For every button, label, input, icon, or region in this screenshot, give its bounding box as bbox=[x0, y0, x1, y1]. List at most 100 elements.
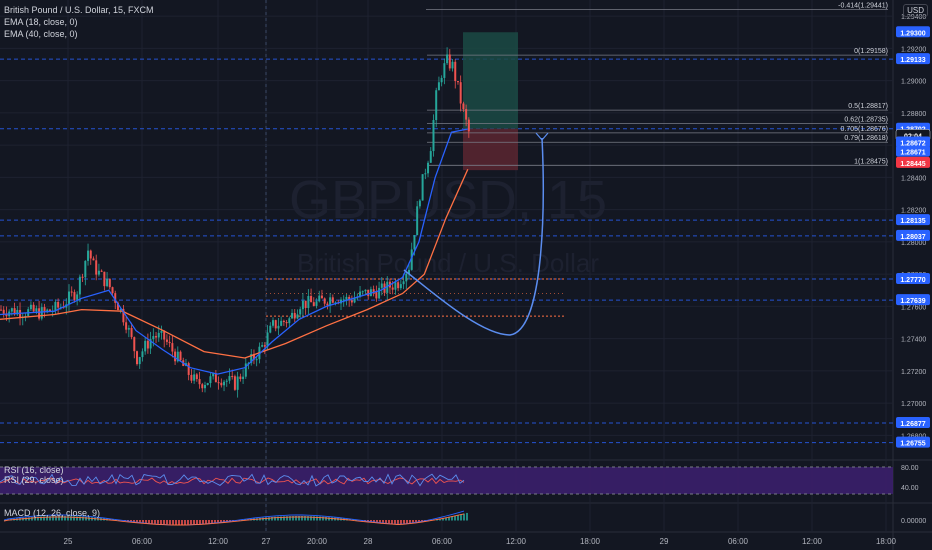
macd-histogram-bar bbox=[370, 520, 372, 522]
candle-body bbox=[217, 382, 220, 384]
candle-body bbox=[5, 313, 8, 317]
candle-body bbox=[13, 308, 16, 315]
macd-histogram-bar bbox=[316, 516, 318, 521]
candle-body bbox=[146, 340, 149, 349]
macd-histogram-bar bbox=[67, 516, 69, 521]
macd-histogram-bar bbox=[82, 516, 84, 521]
macd-histogram-bar bbox=[178, 520, 180, 525]
macd-histogram-bar bbox=[262, 517, 264, 521]
candle-body bbox=[174, 351, 177, 362]
price-tag: 1.26877 bbox=[896, 417, 930, 429]
candle-body bbox=[416, 206, 419, 236]
macd-histogram-bar bbox=[400, 520, 402, 525]
time-tick-label: 29 bbox=[660, 537, 669, 546]
price-tag-label: 1.26755 bbox=[900, 441, 925, 448]
candle-body bbox=[179, 351, 182, 361]
candle-body bbox=[361, 291, 364, 293]
macd-histogram-bar bbox=[445, 517, 447, 521]
macd-histogram-bar bbox=[154, 520, 156, 524]
candle-body bbox=[405, 273, 408, 282]
candle-body bbox=[459, 82, 462, 104]
candle-body bbox=[277, 325, 280, 329]
candle-body bbox=[165, 339, 168, 342]
candle-body bbox=[171, 343, 174, 352]
price-tag-box bbox=[896, 417, 930, 429]
candle-body bbox=[157, 332, 160, 338]
candle-body bbox=[272, 320, 274, 326]
price-tick-label: 1.27200 bbox=[901, 369, 926, 376]
macd-histogram-bar bbox=[187, 520, 189, 525]
candle-body bbox=[454, 61, 457, 82]
macd-histogram-bar bbox=[136, 520, 138, 523]
rsi16-label[interactable]: RSI (16, close) bbox=[4, 465, 64, 475]
candle-body bbox=[329, 297, 332, 306]
price-tag-label: 1.28037 bbox=[900, 234, 925, 241]
candle-body bbox=[413, 235, 416, 250]
price-tag-label: 1.28672 bbox=[900, 141, 925, 148]
candle-body bbox=[250, 354, 253, 363]
chart-legend: British Pound / U.S. Dollar, 15, FXCM EM… bbox=[4, 4, 154, 40]
macd-histogram-bar bbox=[157, 520, 159, 524]
price-tag-label: 1.29133 bbox=[900, 57, 925, 64]
candle-body bbox=[70, 291, 73, 293]
candle-body bbox=[193, 374, 196, 381]
candle-body bbox=[231, 376, 234, 378]
macd-histogram-bar bbox=[139, 520, 141, 523]
macd-histogram-bar bbox=[298, 516, 300, 521]
macd-histogram-bar bbox=[133, 520, 135, 522]
candle-body bbox=[220, 382, 223, 386]
profit-zone bbox=[463, 32, 518, 129]
candle-body bbox=[418, 200, 421, 207]
macd-histogram-bar bbox=[292, 516, 294, 521]
candle-body bbox=[408, 269, 410, 274]
macd-histogram-bar bbox=[439, 518, 441, 521]
rsi29-label[interactable]: RSI (29, close) bbox=[4, 475, 64, 485]
price-tag: 1.28672 bbox=[896, 136, 930, 148]
macd-label[interactable]: MACD (12, 26, close, 9) bbox=[4, 508, 101, 518]
candle-body bbox=[380, 283, 383, 288]
macd-histogram-bar bbox=[388, 520, 390, 524]
candle-body bbox=[78, 276, 81, 295]
macd-histogram-bar bbox=[43, 516, 45, 521]
candle-body bbox=[242, 376, 245, 380]
candle-body bbox=[372, 289, 375, 292]
macd-histogram-bar bbox=[76, 516, 78, 521]
candle-body bbox=[32, 304, 35, 312]
price-tag: 1.28445 bbox=[896, 156, 930, 168]
candle-body bbox=[48, 309, 51, 312]
price-tag: 1.28671 bbox=[896, 145, 930, 157]
price-tag: 1.27639 bbox=[896, 294, 930, 306]
ema18-legend[interactable]: EMA (18, close, 0) bbox=[4, 17, 78, 27]
macd-histogram-bar bbox=[352, 519, 354, 521]
macd-histogram-bar bbox=[193, 520, 195, 525]
fib-level-label: -0.414(1.29441) bbox=[838, 3, 888, 10]
watermark-ticker: GBPUSD, 15 bbox=[289, 170, 607, 230]
candle-body bbox=[239, 376, 242, 380]
price-tag-box bbox=[896, 26, 930, 38]
candle-body bbox=[76, 294, 79, 300]
currency-button[interactable]: USD bbox=[903, 4, 928, 17]
candle-body bbox=[119, 308, 122, 311]
macd-histogram-bar bbox=[418, 520, 420, 523]
symbol-title[interactable]: British Pound / U.S. Dollar, 15, FXCM bbox=[4, 5, 154, 15]
candle-body bbox=[291, 312, 294, 319]
macd-histogram-bar bbox=[130, 520, 132, 522]
ema40-legend[interactable]: EMA (40, close, 0) bbox=[4, 29, 78, 39]
ema40-line bbox=[0, 169, 469, 359]
candle-body bbox=[443, 63, 446, 78]
macd-histogram-bar bbox=[412, 520, 414, 523]
candle-body bbox=[299, 309, 302, 315]
candle-body bbox=[223, 381, 226, 386]
candle-body bbox=[10, 308, 13, 312]
macd-histogram-bar bbox=[175, 520, 177, 525]
macd-histogram-bar bbox=[52, 516, 54, 521]
macd-histogram-bar bbox=[214, 520, 216, 523]
price-tick-label: 1.28200 bbox=[901, 208, 926, 215]
price-tag-label: 1.28445 bbox=[900, 161, 925, 168]
price-tag-box bbox=[896, 294, 930, 306]
macd-histogram-bar bbox=[151, 520, 153, 524]
candle-body bbox=[57, 301, 60, 308]
macd-histogram-bar bbox=[55, 516, 57, 521]
